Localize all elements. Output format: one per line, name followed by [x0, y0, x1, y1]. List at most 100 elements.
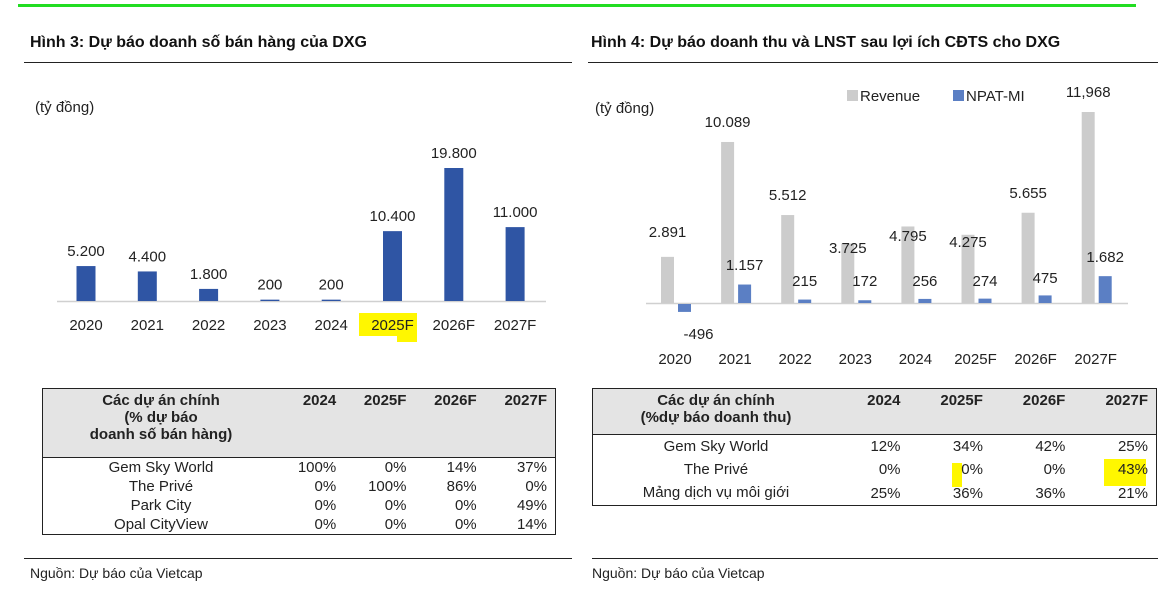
revenue-label-2023: 3.725 — [829, 240, 867, 257]
x-tick-label-2021: 2021 — [718, 351, 751, 368]
table-cell: 0% — [525, 478, 547, 495]
bar-2022 — [199, 288, 219, 301]
table-cell: 14% — [516, 516, 547, 533]
npat-bar-2024 — [918, 298, 932, 303]
figure3-chart: 5.200 2020 4.400 2021 1.800 2022 200 2023 200 202… — [57, 145, 546, 334]
revenue-label-2025f: 4.275 — [949, 234, 987, 251]
x-tick-label-2025f: 2025F — [371, 317, 414, 334]
header-year: 2025F — [908, 388, 991, 435]
revenue-bar-2027f — [1081, 112, 1095, 303]
table-row: Opal CityView 0% 0% 0% 14% — [43, 515, 556, 535]
figure4-unit-label: (tỷ đồng) — [595, 100, 655, 117]
header-line: doanh số bán hàng) — [89, 426, 233, 443]
x-tick-label-2026f: 2026F — [433, 317, 476, 334]
table-row: The Privé 0% 0% 0% 43% — [593, 458, 1157, 481]
x-tick-label-2021: 2021 — [131, 317, 164, 334]
npat-label-2022: 215 — [792, 273, 817, 290]
revenue-bar-2021 — [721, 141, 735, 303]
header-project: Các dự án chính (%dự báo doanh thu) — [592, 388, 839, 435]
data-label-2025f: 10.400 — [370, 208, 416, 225]
header-year: 2024 — [279, 388, 345, 458]
bar-2024 — [321, 299, 341, 301]
table-cell: 37% — [516, 459, 547, 476]
project-name: The Privé — [128, 478, 194, 495]
table-cell: 0% — [878, 461, 901, 478]
x-tick-label-2023: 2023 — [253, 317, 286, 334]
x-tick-label-2026f: 2026F — [1014, 351, 1057, 368]
highlight-2025F-tail — [397, 330, 417, 342]
x-tick-label-2020: 2020 — [658, 351, 691, 368]
table-cell: 0% — [314, 497, 337, 514]
table-row: Park City 0% 0% 0% 49% — [43, 496, 556, 515]
header-project: Các dự án chính (% dự báo doanh số bán h… — [42, 388, 279, 458]
figure4-title-rule — [588, 62, 1158, 63]
table-cell: 34% — [952, 438, 983, 455]
table-cell: 0% — [961, 461, 983, 478]
accent-rule — [18, 4, 1136, 7]
npat-bar-2021 — [738, 284, 752, 303]
revenue-bar-2026f — [1021, 212, 1035, 303]
revenue-bar-2024 — [901, 226, 915, 303]
x-tick-label-2023: 2023 — [839, 351, 872, 368]
table-row: Gem Sky World 12% 34% 42% 25% — [593, 435, 1157, 459]
table-header-row: Các dự án chính (% dự báo doanh số bán h… — [42, 388, 556, 458]
data-label-2021: 4.400 — [129, 248, 167, 265]
figure3-source: Nguồn: Dự báo của Vietcap — [30, 565, 203, 581]
header-year: 2026F — [414, 388, 485, 458]
project-name: Opal CityView — [114, 516, 208, 533]
table-cell: 25% — [870, 484, 901, 502]
revenue-label-2022: 5.512 — [769, 187, 807, 204]
header-year: 2027F — [484, 388, 556, 458]
npat-bar-2027f — [1098, 276, 1112, 303]
bar-2021 — [137, 271, 157, 301]
bar-2023 — [260, 299, 280, 301]
revenue-label-2021: 10.089 — [705, 114, 751, 131]
x-tick-label-2025f: 2025F — [954, 351, 997, 368]
data-label-2023: 200 — [257, 277, 282, 294]
highlight-cell-2027F — [1104, 459, 1146, 486]
table-cell: 0% — [314, 516, 337, 533]
figure3-bottom-rule — [24, 558, 572, 559]
npat-bar-2023 — [858, 300, 872, 303]
x-tick-label-2027f: 2027F — [1074, 351, 1117, 368]
npat-label-2024: 256 — [912, 273, 937, 290]
header-line: (%dự báo doanh thu) — [640, 409, 792, 426]
figure4-source: Nguồn: Dự báo của Vietcap — [592, 565, 765, 581]
table-cell: 36% — [1035, 484, 1066, 502]
x-tick-label-2022: 2022 — [192, 317, 225, 334]
figure3-table: Các dự án chính (% dự báo doanh số bán h… — [42, 388, 556, 535]
x-tick-label-2027f: 2027F — [494, 317, 537, 334]
header-year: 2027F — [1073, 388, 1157, 435]
revenue-label-2026f: 5.655 — [1009, 185, 1047, 202]
header-year: 2026F — [990, 388, 1074, 435]
figure3-title-rule — [24, 62, 572, 63]
bar-2020 — [76, 266, 96, 301]
project-name: Park City — [130, 497, 192, 514]
table-cell: 49% — [516, 497, 547, 514]
revenue-bar-2023 — [841, 243, 855, 303]
project-name: The Privé — [683, 461, 749, 478]
table-cell: 0% — [384, 497, 407, 514]
npat-bar-2020 — [678, 304, 691, 312]
bar-2027f — [505, 227, 525, 301]
table-cell: 0% — [454, 516, 477, 533]
revenue-bar-2020 — [661, 256, 674, 303]
x-tick-label-2022: 2022 — [779, 351, 812, 368]
header-line: Các dự án chính — [102, 392, 220, 409]
header-year: 2025F — [344, 388, 415, 458]
bar-2025f — [383, 231, 402, 301]
revenue-label-2027f: 11,968 — [1066, 84, 1111, 101]
revenue-label-2020: 2.891 — [649, 224, 687, 241]
data-label-2020: 5.200 — [67, 243, 105, 260]
npat-bar-2026f — [1038, 295, 1052, 303]
table-cell: 0% — [384, 459, 407, 476]
data-label-2026f: 19.800 — [431, 145, 477, 162]
npat-label-2021: 1.157 — [726, 257, 764, 274]
table-row: The Privé 0% 100% 86% 0% — [43, 477, 556, 496]
table-cell: 0% — [1043, 461, 1066, 478]
table-cell: 0% — [314, 478, 337, 495]
project-name: Gem Sky World — [108, 459, 214, 476]
npat-bar-2022 — [798, 299, 812, 303]
header-year: 2024 — [839, 388, 909, 435]
legend-label-revenue: Revenue — [860, 88, 920, 105]
